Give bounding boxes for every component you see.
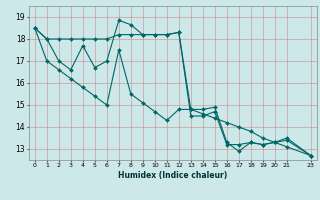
X-axis label: Humidex (Indice chaleur): Humidex (Indice chaleur) <box>118 171 228 180</box>
